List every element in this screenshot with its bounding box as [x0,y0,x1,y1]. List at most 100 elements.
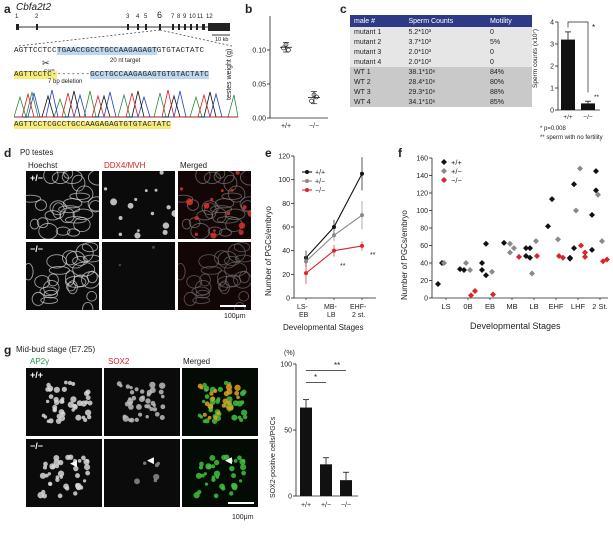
cell-signal [129,417,135,423]
cell-signal [230,188,234,192]
tissue-texture [43,280,60,296]
tissue-texture [61,171,83,184]
cell-signal [199,461,204,467]
tissue-texture [214,198,235,209]
f-legend-marker [441,177,447,183]
f-point [523,253,529,259]
table-cell: 80% [485,77,532,87]
tissue-texture [234,254,251,263]
cell-signal [154,188,158,192]
g-x-tick-label: −/− [341,502,351,509]
cell-signal [118,263,122,267]
cell-signal [122,415,129,422]
e-legend-marker [305,188,309,192]
cell-signal [239,458,246,466]
cell-signal [158,389,164,395]
table-row: WT 3 29.3*10⁶ 88% [350,87,532,97]
cell-signal [134,478,140,485]
c-x-tick-label: +/+ [563,114,573,121]
cell-signal [233,459,238,463]
tissue-texture [39,286,58,297]
f-point [479,260,485,266]
cell-signal [222,398,228,404]
cell-signal [213,459,220,466]
tissue-texture [211,207,227,224]
panel-label-c: c [340,2,347,16]
table-row: WT 4 34.1*10⁶ 85% [350,97,532,107]
ylabel-b: testes weight (g) [226,48,233,100]
cell-signal [210,232,217,239]
f-point [527,245,533,252]
f-y-tick-label: 80 [420,226,428,233]
f-point [571,181,577,188]
panel-label-a: a [4,2,11,16]
b-x-tick-label: +/+ [281,123,291,130]
tissue-texture [87,196,99,212]
cell-signal [231,414,238,421]
tissue-texture [216,276,239,288]
cell-signal [210,197,214,201]
cell-signal [60,397,65,401]
gene-name: Cbfa2t2 [16,2,52,13]
c-y-tick-label: 4 [550,20,554,27]
tick-e-1b: EB [299,312,309,319]
scalebar-g [228,502,254,504]
cell-signal [220,189,224,193]
exon-5: 5 [144,14,148,20]
cell-signal [216,410,221,416]
tissue-texture [233,271,251,289]
f-legend-label: +/− [451,167,462,176]
f-point [582,253,588,260]
cell-signal [145,398,151,404]
cell-signal [55,477,60,482]
chart-testes-weight: 0.00 0.05 0.10 +/+ −/− [252,16,328,130]
cell-signal [47,481,53,487]
cell-signal [213,388,218,394]
g-x-tick-label: +/+ [301,502,311,509]
cell-signal [128,397,132,401]
ylabel-e: Number of PGCs/embryo [264,206,273,296]
tissue-texture [192,296,211,304]
cell-signal [207,415,212,420]
cell-signal [202,382,207,388]
f-point [489,268,495,275]
tissue-texture [199,273,211,287]
table-cell: 5% [485,37,532,47]
g-y-tick-label: 50 [284,428,292,435]
cell-signal [219,483,225,490]
exon-6: 6 [157,10,163,20]
cell-signal [53,459,60,466]
f-point [507,240,513,247]
footnote-fertility: ** sperm with no fertility [540,135,603,141]
tissue-texture [218,228,232,237]
cell-signal [203,472,208,476]
e-point [360,171,364,176]
cell-signal [241,389,247,395]
tissue-texture [181,218,192,230]
ylabel-c: Sperm counts (x10⁷) [532,28,539,88]
cell-signal [103,187,108,191]
cell-signal [247,210,251,217]
image-merged-ko [178,242,251,310]
chart-pgc-scatter: 0 20 40 60 80 100 120 140 160 LS 0B EB MB LB EHF LHF 2 S… [416,156,610,311]
cell-signal [146,392,151,397]
cell-signal [152,245,155,249]
f-point [599,238,605,245]
tissue-texture [40,296,59,304]
g-y-tick-label: 0 [288,494,292,501]
cell-signal [211,477,216,482]
f-point [589,246,595,253]
cell-signal [242,414,248,420]
scalebar-label-g: 100μm [232,514,254,521]
exon-8: 8 [177,14,181,20]
cell-signal [159,414,165,421]
e-point [304,271,308,276]
f-y-tick-label: 60 [420,243,428,250]
cell-signal [211,464,216,469]
b-x-tick-label: −/− [309,123,319,130]
cell-signal [138,412,143,417]
tissue-texture [238,291,250,302]
cell-signal [85,395,91,401]
cell-signal [63,483,69,490]
cell-signal [204,394,210,400]
